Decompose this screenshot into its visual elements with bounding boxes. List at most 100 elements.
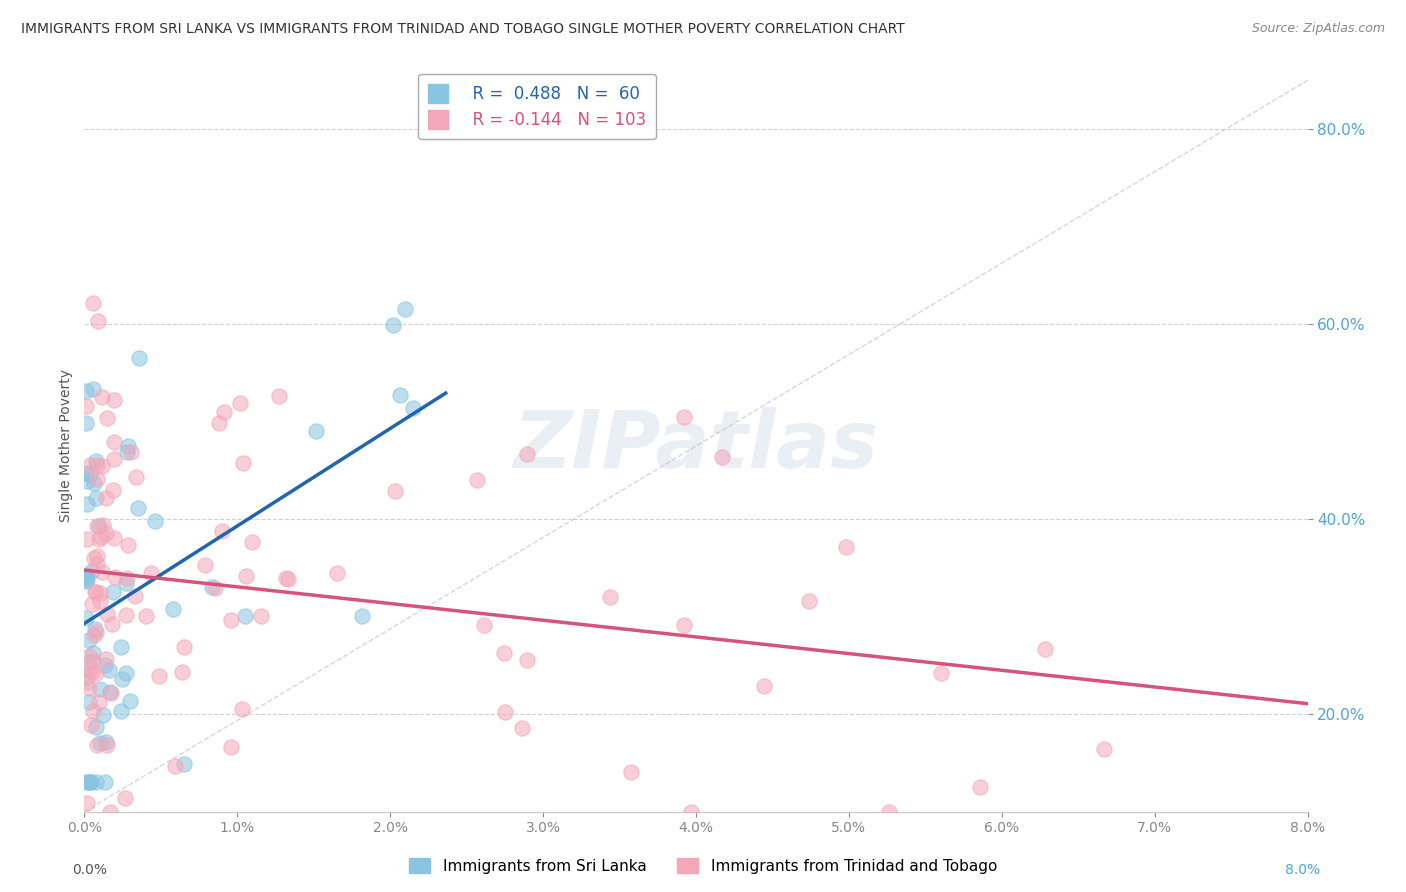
- Point: [96, 735, 118, 749]
- Point: [91, 708, 114, 723]
- Point: [76, 474, 98, 488]
- Point: [382, 318, 405, 332]
- Point: [86, 738, 108, 752]
- Legend:   R =  0.488   N =  60,   R = -0.144   N = 103: R = 0.488 N = 60, R = -0.144 N = 103: [418, 74, 655, 139]
- Point: [117, 538, 139, 552]
- Point: [84, 624, 107, 639]
- Point: [86, 549, 108, 564]
- Point: [82, 598, 104, 612]
- Y-axis label: Single Mother Poverty: Single Mother Poverty: [59, 369, 73, 523]
- Point: [80, 775, 103, 789]
- Point: [104, 570, 127, 584]
- Point: [599, 590, 621, 604]
- Point: [75, 384, 97, 398]
- Point: [83, 476, 105, 491]
- Point: [100, 686, 122, 700]
- Point: [77, 632, 100, 647]
- Point: [82, 646, 104, 660]
- Point: [124, 589, 146, 603]
- Point: [76, 567, 98, 582]
- Point: [494, 647, 516, 661]
- Point: [77, 681, 100, 695]
- Point: [84, 666, 107, 681]
- Point: [75, 416, 97, 430]
- Point: [229, 396, 252, 410]
- Point: [75, 466, 97, 480]
- Point: [94, 491, 117, 505]
- Point: [84, 720, 107, 734]
- Point: [326, 566, 349, 580]
- Point: [394, 302, 416, 317]
- Point: [89, 585, 111, 599]
- Point: [75, 571, 97, 585]
- Point: [162, 601, 184, 615]
- Point: [84, 453, 107, 467]
- Point: [75, 574, 97, 589]
- Point: [516, 447, 538, 461]
- Point: [98, 685, 121, 699]
- Point: [89, 682, 111, 697]
- Point: [83, 585, 105, 599]
- Point: [100, 805, 122, 819]
- Text: Source: ZipAtlas.com: Source: ZipAtlas.com: [1251, 22, 1385, 36]
- Point: [91, 391, 114, 405]
- Point: [879, 805, 901, 819]
- Point: [79, 663, 101, 677]
- Point: [86, 472, 108, 486]
- Text: 8.0%: 8.0%: [1285, 863, 1320, 877]
- Point: [494, 705, 516, 719]
- Point: [75, 611, 97, 625]
- Point: [465, 473, 488, 487]
- Point: [82, 704, 104, 718]
- Point: [117, 439, 139, 453]
- Point: [139, 566, 162, 580]
- Point: [79, 775, 101, 789]
- Point: [235, 609, 257, 624]
- Point: [148, 669, 170, 683]
- Point: [752, 679, 775, 693]
- Point: [120, 445, 142, 459]
- Point: [89, 532, 111, 546]
- Point: [115, 445, 138, 459]
- Point: [114, 790, 136, 805]
- Point: [969, 780, 991, 794]
- Point: [201, 580, 224, 594]
- Point: [250, 609, 273, 624]
- Point: [76, 497, 98, 511]
- Point: [110, 640, 132, 654]
- Point: [620, 764, 643, 779]
- Point: [835, 540, 858, 554]
- Point: [76, 532, 98, 546]
- Point: [77, 775, 100, 789]
- Point: [89, 736, 111, 750]
- Point: [117, 570, 139, 584]
- Point: [80, 718, 103, 732]
- Point: [82, 296, 104, 310]
- Point: [163, 759, 186, 773]
- Point: [115, 608, 138, 623]
- Point: [84, 491, 107, 505]
- Point: [103, 585, 125, 599]
- Point: [86, 458, 108, 472]
- Point: [929, 665, 952, 680]
- Point: [128, 351, 150, 366]
- Point: [90, 459, 112, 474]
- Point: [80, 665, 103, 679]
- Point: [77, 656, 100, 670]
- Point: [84, 622, 107, 636]
- Point: [103, 435, 125, 450]
- Point: [103, 392, 125, 407]
- Point: [110, 704, 132, 718]
- Point: [94, 525, 117, 540]
- Point: [516, 653, 538, 667]
- Point: [89, 518, 111, 533]
- Point: [76, 670, 98, 684]
- Point: [125, 469, 148, 483]
- Point: [90, 530, 112, 544]
- Point: [384, 483, 406, 498]
- Point: [1033, 642, 1056, 657]
- Point: [100, 616, 122, 631]
- Point: [83, 550, 105, 565]
- Point: [204, 581, 226, 595]
- Text: ZIPatlas: ZIPatlas: [513, 407, 879, 485]
